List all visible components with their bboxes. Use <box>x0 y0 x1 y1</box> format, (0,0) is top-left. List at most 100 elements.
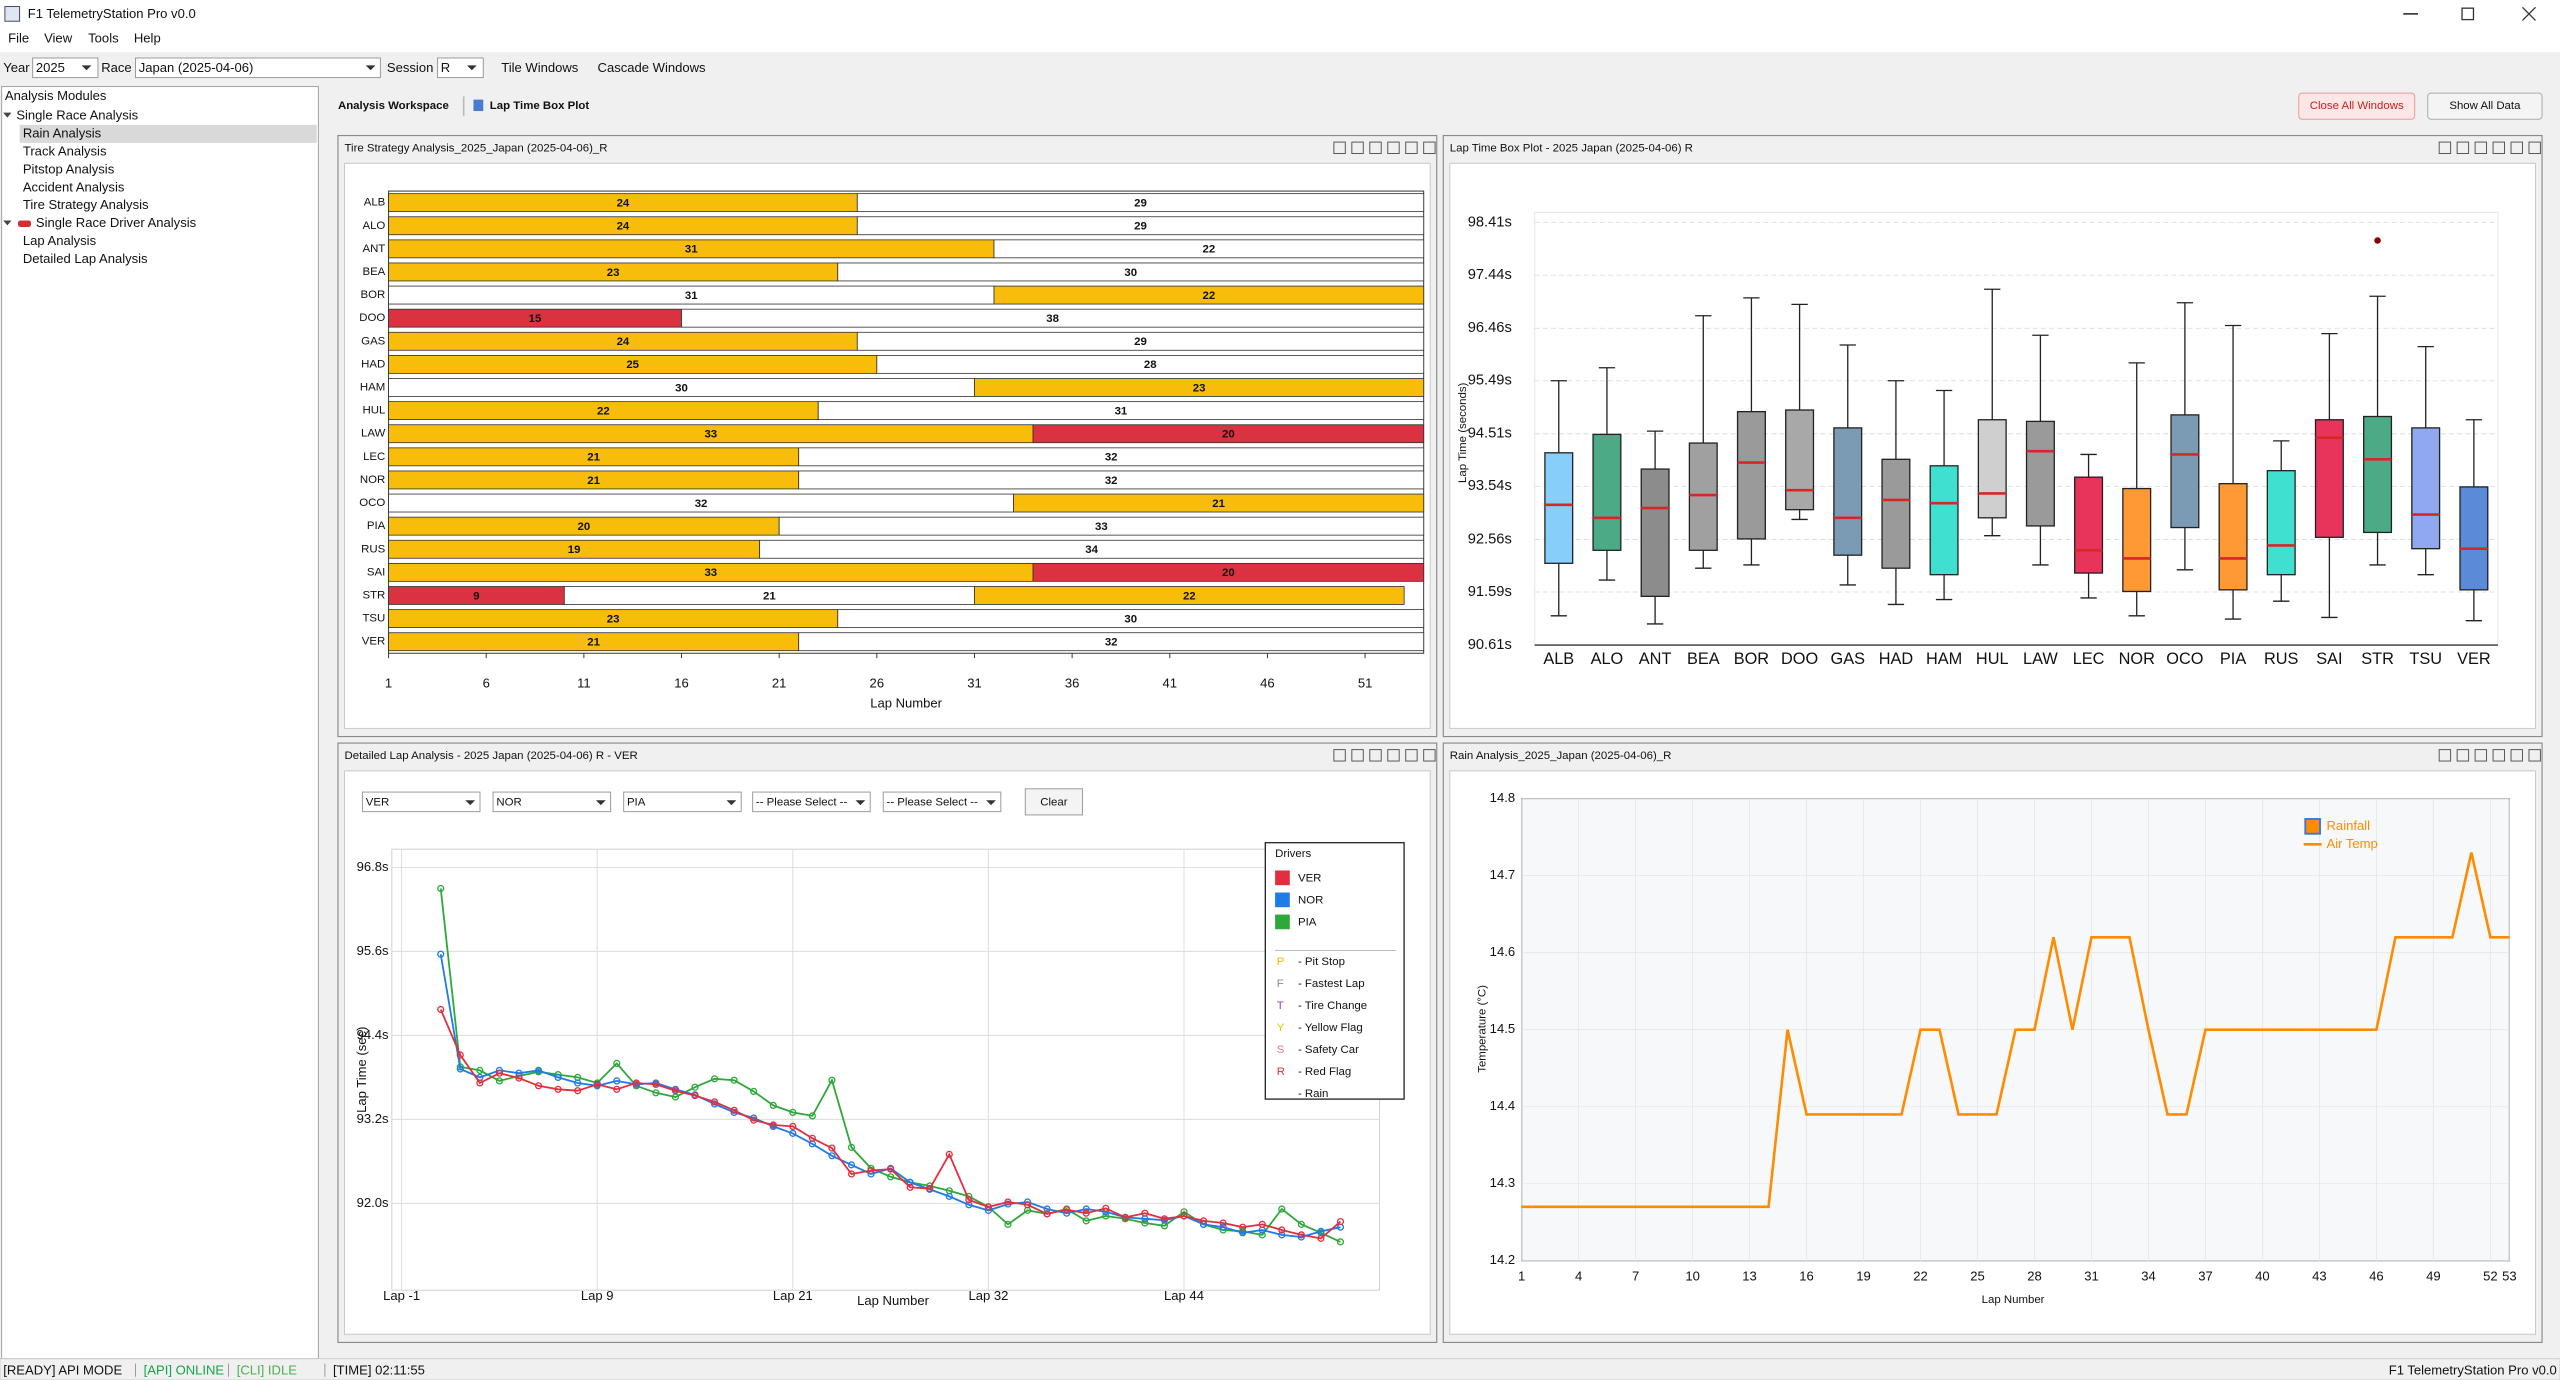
box <box>2314 419 2344 538</box>
show-all-button[interactable] <box>2427 92 2543 120</box>
race-combo[interactable] <box>135 57 381 79</box>
panel-control[interactable] <box>2438 141 2452 155</box>
stint-label: 9 <box>473 590 479 602</box>
menu-item[interactable]: Help <box>134 31 161 46</box>
stint-label: 23 <box>607 267 620 279</box>
restore-button[interactable] <box>2461 7 2475 21</box>
panel-control[interactable] <box>2474 749 2488 762</box>
tile-button[interactable]: Tile Windows <box>501 60 579 75</box>
data-point <box>750 1087 758 1095</box>
data-point <box>456 1065 464 1073</box>
panel-control[interactable] <box>1333 749 1346 762</box>
x-tick-label: 7 <box>1632 1269 1639 1284</box>
tree-group[interactable]: Single Race Driver Analysis <box>36 215 197 230</box>
x-tick-label: 34 <box>2141 1269 2156 1284</box>
data-point <box>945 1192 953 1200</box>
panel-control[interactable] <box>2456 141 2470 155</box>
tree-item[interactable]: Track Analysis <box>23 143 107 158</box>
panel-control[interactable] <box>1423 749 1436 762</box>
stint-bar <box>974 586 1405 605</box>
stint-bar <box>681 308 1425 328</box>
clear-button[interactable] <box>1024 788 1083 816</box>
workspace-tab[interactable]: Lap Time Box Plot <box>490 100 590 112</box>
close-all-button[interactable] <box>2298 92 2416 120</box>
tree-item[interactable]: Lap Analysis <box>23 233 97 248</box>
tree-group[interactable]: Single Race Analysis <box>16 107 138 122</box>
menu-item[interactable]: File <box>8 31 29 46</box>
panel-control[interactable] <box>1351 141 1364 155</box>
data-point <box>613 1059 621 1067</box>
cascade-button[interactable]: Cascade Windows <box>598 60 707 75</box>
driver-select[interactable] <box>361 791 481 813</box>
panel-control[interactable] <box>2528 141 2541 155</box>
x-tick-label: ANT <box>1639 650 1672 668</box>
panel-control[interactable] <box>2438 749 2452 762</box>
menu-item[interactable]: View <box>44 31 73 46</box>
close-all-label: Close All Windows <box>2310 100 2404 112</box>
panel-control[interactable] <box>1351 749 1364 762</box>
panel-control[interactable] <box>2510 141 2523 155</box>
data-point <box>476 1079 484 1087</box>
panel-control[interactable] <box>1405 749 1418 762</box>
panel-control[interactable] <box>2474 141 2488 155</box>
close-button[interactable] <box>2521 6 2536 21</box>
driver-select[interactable] <box>623 791 742 813</box>
menu-item[interactable]: Tools <box>88 31 119 46</box>
tree-item[interactable]: Pitstop Analysis <box>23 161 115 176</box>
stint-label: 23 <box>607 613 620 625</box>
year-combo[interactable] <box>32 57 99 79</box>
panel-control[interactable] <box>1405 141 1418 155</box>
panel-control[interactable] <box>2510 749 2523 762</box>
panel-control[interactable] <box>2528 749 2541 762</box>
panel-control[interactable] <box>1387 141 1400 155</box>
data-point <box>437 884 445 893</box>
x-tick-label: PIA <box>2220 650 2246 668</box>
panel-control[interactable] <box>2492 141 2505 155</box>
data-point <box>613 1077 621 1085</box>
panel-title: Lap Time Box Plot - 2025 Japan (2025-04-… <box>1450 143 1693 155</box>
panel-control[interactable] <box>1369 749 1382 762</box>
stint-label: 38 <box>1046 313 1059 325</box>
data-point <box>1278 1226 1286 1234</box>
panel-control[interactable] <box>1333 141 1346 155</box>
panel-control[interactable] <box>1369 141 1382 155</box>
status-bar <box>0 1358 2560 1380</box>
panel-control[interactable] <box>1387 749 1400 762</box>
x-tick-label: 53 <box>2502 1269 2517 1284</box>
y-tick-label: STR <box>362 589 385 601</box>
data-point <box>652 1080 660 1088</box>
tree-item[interactable]: Detailed Lap Analysis <box>23 251 148 266</box>
data-point <box>887 1173 895 1181</box>
data-point <box>1023 1201 1032 1209</box>
stint-bar <box>856 331 1425 351</box>
driver-select[interactable] <box>752 791 871 813</box>
menu-bar <box>0 27 2560 53</box>
legend-box <box>1264 842 1405 1100</box>
show-all-label: Show All Data <box>2449 100 2521 112</box>
tree-item[interactable]: Accident Analysis <box>23 179 125 194</box>
tree-item[interactable]: Tire Strategy Analysis <box>23 197 149 212</box>
driver-select-value: -- Please Select -- <box>887 797 979 809</box>
combo-arrow <box>465 800 476 806</box>
data-point <box>730 1106 738 1114</box>
session-combo[interactable] <box>437 57 484 79</box>
x-tick-label: 1 <box>385 676 392 691</box>
tree-item[interactable]: Rain Analysis <box>23 125 102 140</box>
driver-select[interactable] <box>882 791 1002 813</box>
x-tick-label: NOR <box>2119 650 2155 668</box>
data-point <box>554 1085 562 1093</box>
y-tick-label: HAD <box>361 358 385 370</box>
driver-select[interactable] <box>492 791 612 813</box>
panel-control[interactable] <box>2492 749 2505 762</box>
x-tick-label: 37 <box>2198 1269 2213 1284</box>
combo-arrow <box>466 65 477 71</box>
x-tick-label: 13 <box>1742 1269 1757 1284</box>
panel-control[interactable] <box>1423 141 1436 155</box>
title-bar <box>0 0 2560 28</box>
box <box>2122 487 2152 593</box>
status-right: F1 TelemetryStation Pro v0.0 <box>2389 1362 2557 1377</box>
panel-control[interactable] <box>2456 749 2470 762</box>
x-tick-label: 46 <box>2369 1269 2384 1284</box>
data-point <box>1239 1223 1247 1231</box>
data-point <box>495 1069 504 1077</box>
